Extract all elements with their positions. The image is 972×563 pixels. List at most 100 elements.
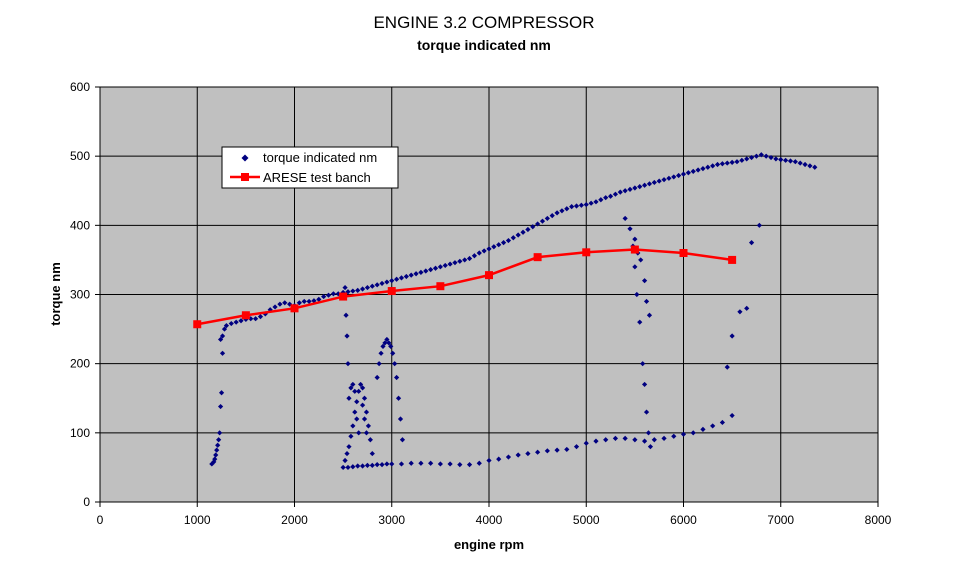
scatter-point	[346, 444, 352, 450]
scatter-point	[564, 206, 570, 212]
legend: torque indicated nm ARESE test banch	[221, 146, 399, 189]
scatter-point	[539, 218, 546, 224]
scatter-point	[418, 460, 424, 466]
scatter-point	[217, 336, 224, 343]
scatter-point	[573, 203, 580, 209]
line-point-marker	[582, 248, 591, 257]
line-point-marker	[679, 249, 688, 257]
scatter-point	[486, 457, 492, 464]
scatter-point	[710, 423, 716, 429]
scatter-point	[729, 159, 735, 165]
scatter-point	[466, 462, 473, 468]
scatter-point	[729, 412, 735, 419]
scatter-point	[384, 279, 390, 285]
scatter-point	[369, 283, 375, 289]
scatter-point	[637, 184, 643, 190]
scatter-point	[380, 343, 386, 349]
scatter-point	[525, 226, 531, 233]
scatter-point	[374, 462, 380, 468]
scatter-point	[352, 388, 358, 394]
x-tick-label: 5000	[573, 513, 600, 527]
scatter-point	[311, 298, 317, 304]
scatter-point	[384, 461, 390, 467]
scatter-point	[622, 215, 628, 222]
scatter-point	[783, 157, 789, 163]
scatter-point	[358, 381, 364, 388]
legend-item-line: ARESE test banch	[230, 170, 371, 185]
scatter-point	[364, 462, 371, 468]
y-axis: 0 100 200 300 400 500 600	[70, 80, 101, 509]
scatter-point	[486, 246, 492, 252]
x-tick-label: 2000	[281, 513, 308, 527]
scatter-point	[680, 171, 687, 177]
scatter-point	[403, 273, 409, 280]
scatter-point	[418, 269, 424, 275]
scatter-point	[603, 195, 609, 201]
scatter-point	[344, 333, 350, 339]
y-tick-label: 200	[70, 357, 90, 371]
scatter-point	[622, 435, 628, 441]
scatter-point	[211, 459, 217, 465]
scatter-point	[457, 258, 463, 264]
line-point-marker	[533, 253, 542, 262]
scatter-point	[753, 153, 760, 159]
scatter-point	[787, 158, 794, 164]
scatter-point	[661, 177, 667, 183]
y-tick-label: 500	[70, 149, 90, 163]
scatter-point	[363, 430, 370, 436]
scatter-point	[525, 450, 531, 457]
scatter-point	[262, 311, 268, 317]
scatter-point	[217, 403, 224, 410]
scatter-point	[394, 374, 400, 381]
scatter-point	[632, 437, 638, 443]
scatter-point	[365, 423, 372, 429]
line-point-marker	[630, 245, 639, 254]
scatter-point	[748, 240, 755, 246]
scatter-point	[593, 438, 599, 444]
scatter-point	[359, 286, 366, 292]
scatter-point	[647, 444, 654, 450]
scatter-point	[476, 250, 482, 256]
scatter-point	[634, 291, 640, 298]
scatter-point	[496, 456, 502, 462]
scatter-point	[651, 437, 657, 443]
scatter-point	[447, 461, 453, 467]
legend-diamond-marker	[241, 154, 249, 162]
x-tick-label: 8000	[865, 513, 892, 527]
line-series-path	[197, 248, 733, 326]
scatter-point	[345, 464, 351, 471]
scatter-point	[216, 437, 222, 443]
scatter-point	[627, 186, 633, 192]
scatter-point	[617, 189, 623, 195]
scatter-point	[719, 161, 725, 167]
scatter-point	[342, 457, 348, 464]
scatter-point	[724, 364, 730, 370]
line-point-marker	[728, 255, 737, 264]
scatter-point	[219, 333, 226, 339]
scatter-point	[277, 301, 283, 307]
scatter-point	[812, 164, 818, 170]
scatter-point	[748, 154, 755, 161]
scatter-point	[399, 437, 406, 443]
scatter-point	[491, 244, 497, 250]
chart-title: ENGINE 3.2 COMPRESSOR	[373, 13, 594, 32]
scatter-point	[355, 287, 361, 293]
scatter-point	[394, 276, 400, 282]
scatter-point	[807, 163, 813, 169]
scatter-point	[345, 361, 351, 367]
scatter-point	[344, 450, 350, 457]
scatter-point	[321, 293, 327, 300]
scatter-point	[395, 395, 402, 401]
scatter-point	[515, 452, 521, 458]
scatter-point	[632, 264, 638, 270]
scatter-point	[481, 248, 487, 254]
scatter-point	[729, 333, 735, 339]
scatter-point	[350, 423, 356, 429]
scatter-point	[642, 438, 648, 444]
scatter-point	[218, 390, 225, 396]
scatter-point	[593, 199, 599, 205]
line-point-marker	[290, 304, 299, 313]
scatter-point	[792, 159, 798, 165]
scatter-point	[744, 305, 750, 311]
scatter-point	[382, 340, 388, 346]
